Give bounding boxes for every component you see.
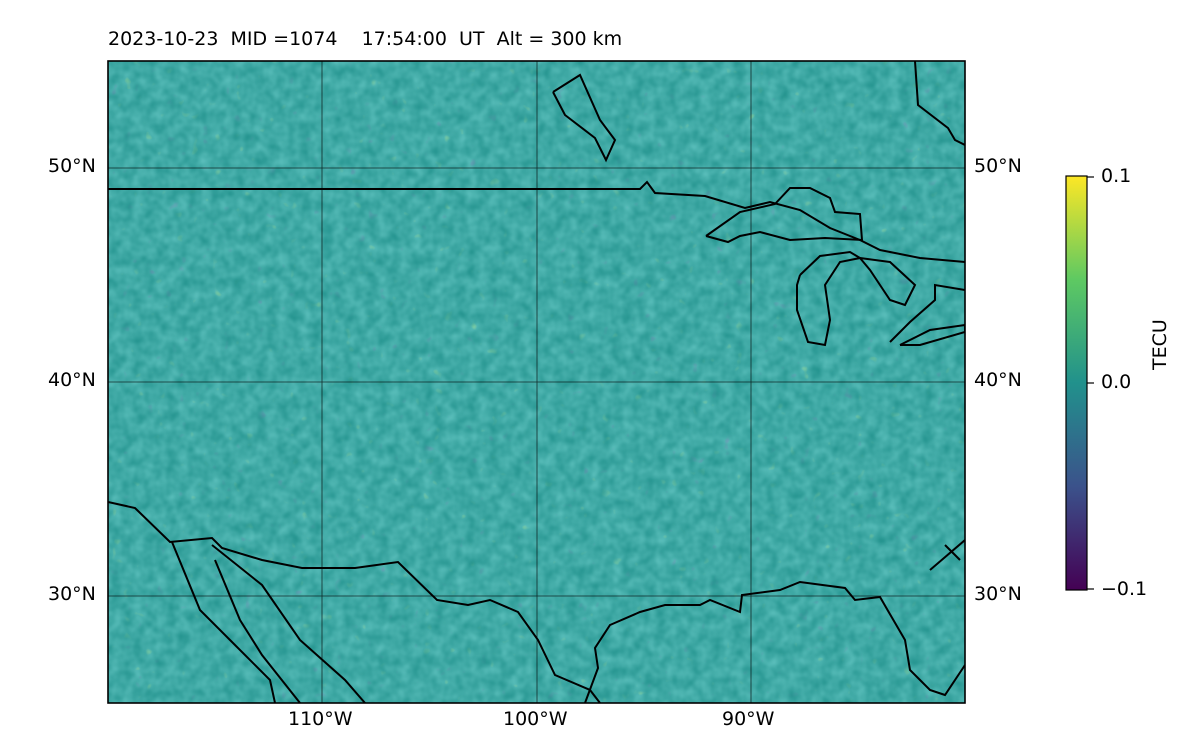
colorbar-tick-zero: 0.0	[1101, 371, 1132, 393]
lon-label-110w: 110°W	[288, 708, 353, 730]
lat-label-50n-right: 50°N	[974, 155, 1022, 177]
lon-label-100w: 100°W	[503, 708, 568, 730]
colorbar-label: TECU	[1149, 319, 1171, 370]
lat-label-40n-left: 40°N	[48, 369, 96, 391]
lat-label-40n-right: 40°N	[974, 369, 1022, 391]
lat-label-30n-left: 30°N	[48, 583, 96, 605]
colorbar-ticks	[1087, 176, 1094, 590]
gridlines	[108, 61, 965, 703]
lat-label-30n-right: 30°N	[974, 583, 1022, 605]
colorbar-tick-max: 0.1	[1101, 165, 1132, 187]
colorbar	[1065, 175, 1088, 591]
map-frame	[107, 60, 966, 704]
colorbar-tick-min: −0.1	[1101, 578, 1148, 600]
coastlines	[108, 61, 965, 703]
lat-label-50n-left: 50°N	[48, 155, 96, 177]
figure-title: 2023-10-23 MID =1074 17:54:00 UT Alt = 3…	[108, 28, 623, 50]
lon-label-90w: 90°W	[722, 708, 775, 730]
